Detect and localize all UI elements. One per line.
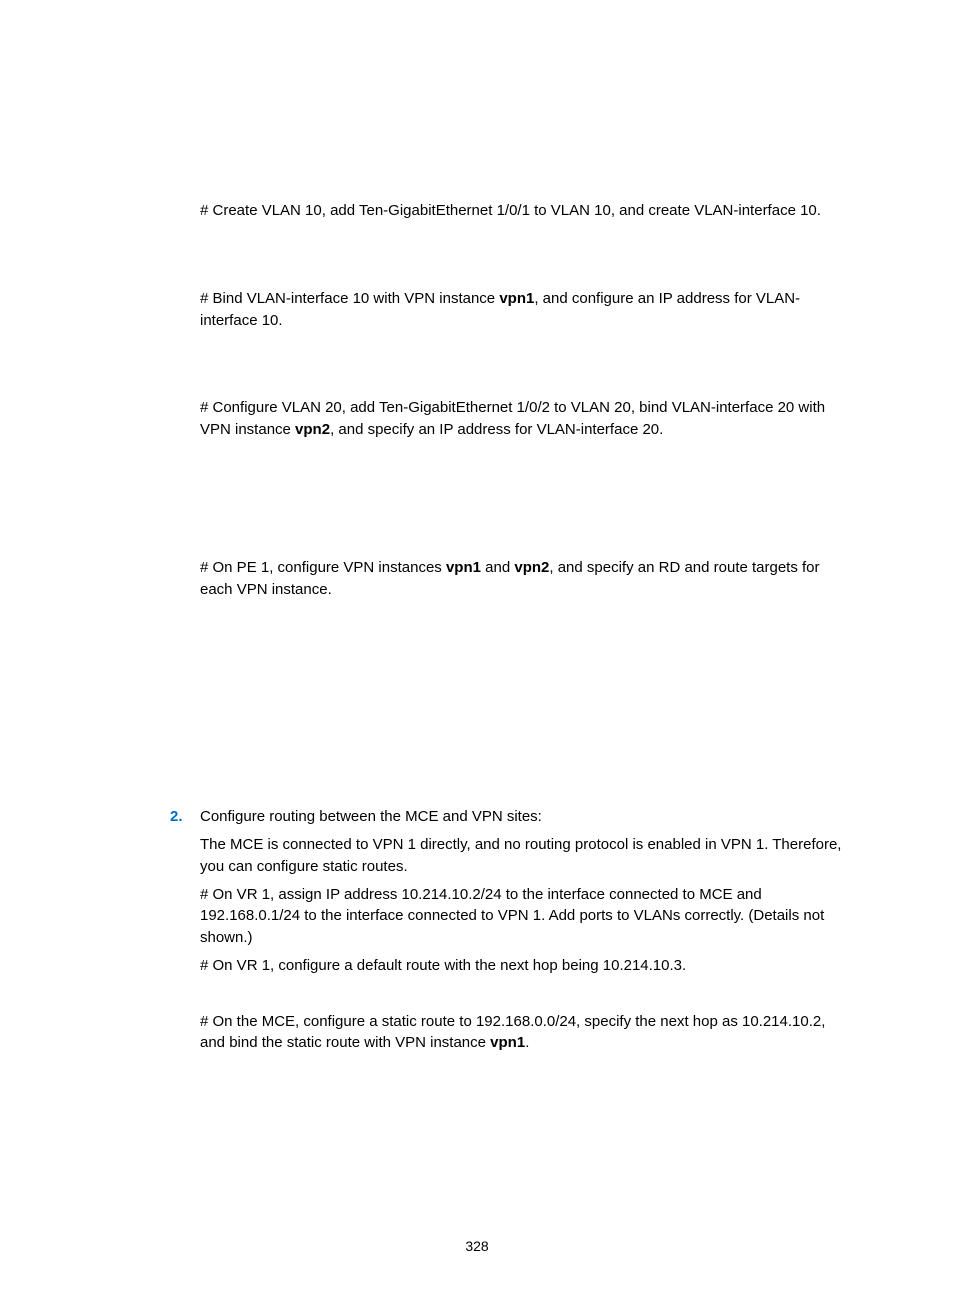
numbered-step: 2. Configure routing between the MCE and… [170,806,854,1060]
bold-text: vpn1 [446,559,481,576]
document-page: # Create VLAN 10, add Ten-GigabitEtherne… [0,0,954,1296]
paragraph: # Create VLAN 10, add Ten-GigabitEtherne… [200,200,854,222]
paragraph: # On VR 1, assign IP address 10.214.10.2… [200,884,854,949]
text-run: # Bind VLAN-interface 10 with VPN instan… [200,290,499,307]
bold-text: vpn1 [499,290,534,307]
spacer [170,447,854,557]
paragraph: # Configure VLAN 20, add Ten-GigabitEthe… [200,397,854,441]
paragraph: # On the MCE, configure a static route t… [200,1011,854,1055]
bold-text: vpn1 [490,1034,525,1051]
page-number: 328 [0,1236,954,1256]
text-run: . [525,1034,529,1051]
paragraph: The MCE is connected to VPN 1 directly, … [200,834,854,878]
bold-text: vpn2 [514,559,549,576]
spacer [170,228,854,288]
text-run: # On PE 1, configure VPN instances [200,559,446,576]
paragraph: # Bind VLAN-interface 10 with VPN instan… [200,288,854,332]
spacer [200,983,854,1011]
spacer [170,606,854,806]
step-body: Configure routing between the MCE and VP… [200,806,854,1060]
text-run: and [481,559,514,576]
bold-text: vpn2 [295,421,330,438]
paragraph: # On VR 1, configure a default route wit… [200,955,854,977]
step-title: Configure routing between the MCE and VP… [200,806,854,828]
text-run: , and specify an IP address for VLAN-int… [330,421,663,438]
spacer [170,337,854,397]
paragraph: # On PE 1, configure VPN instances vpn1 … [200,557,854,601]
step-number: 2. [170,806,200,1060]
